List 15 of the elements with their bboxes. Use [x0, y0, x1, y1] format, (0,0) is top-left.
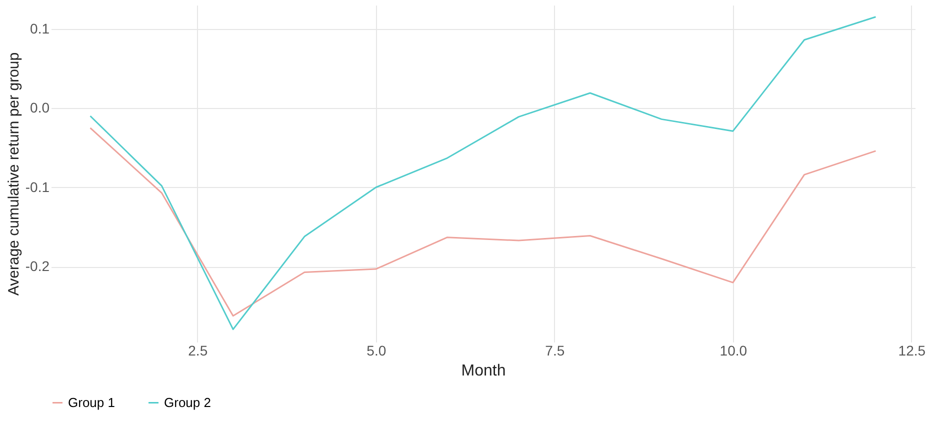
- y-tick-label: -0.2: [25, 258, 50, 274]
- y-tick-label: -0.1: [25, 178, 50, 195]
- line-series: [90, 127, 876, 317]
- x-tick-label: 5.0: [366, 342, 386, 358]
- y-tick-label: 0.1: [30, 20, 50, 36]
- x-tick-label: 10.0: [720, 342, 748, 358]
- y-axis-title: Average cumulative return per group: [5, 52, 22, 296]
- line-series: [90, 16, 876, 330]
- x-tick-label: 7.5: [545, 342, 565, 358]
- x-tick-label: 12.5: [898, 342, 926, 358]
- x-axis-title: Month: [461, 362, 506, 380]
- y-tick-label: 0.0: [30, 100, 50, 116]
- x-tick-label: 2.5: [188, 342, 208, 358]
- legend-label: Group 2: [164, 394, 211, 410]
- legend-label: Group 1: [68, 394, 115, 410]
